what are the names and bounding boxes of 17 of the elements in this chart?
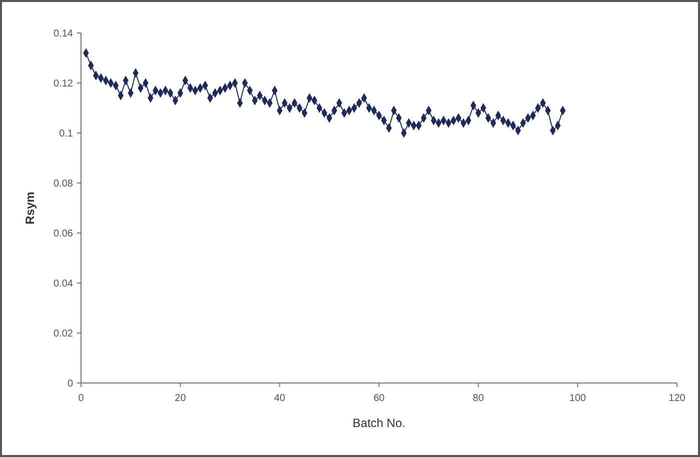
x-tick-label: 0 [78, 393, 84, 404]
y-tick-label: 0.08 [54, 178, 74, 190]
y-tick-label: 0.04 [54, 278, 74, 290]
y-tick-label: 0.06 [54, 228, 74, 240]
y-axis-title: Rsym [23, 192, 37, 224]
y-tick-label: 0.12 [54, 78, 74, 90]
y-tick-label: 0.1 [59, 128, 74, 140]
x-axis-title: Batch No. [352, 416, 406, 430]
x-tick-label: 100 [569, 393, 586, 404]
y-tick-label: 0.02 [54, 328, 74, 340]
x-tick-label: 60 [373, 393, 385, 404]
x-tick-label: 40 [274, 393, 286, 404]
x-tick-label: 120 [668, 393, 686, 404]
y-tick-label: 0 [67, 378, 74, 390]
x-tick-label: 20 [174, 393, 186, 404]
y-tick-label: 0.14 [54, 28, 74, 40]
x-tick-label: 80 [472, 393, 484, 404]
